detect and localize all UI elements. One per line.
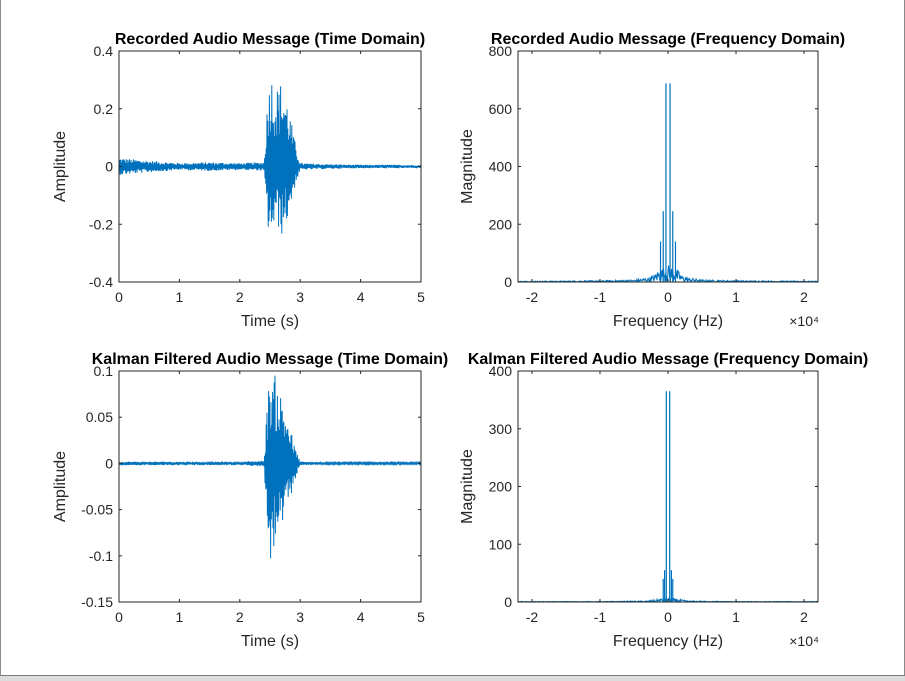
x-tick-label: -1 (594, 609, 607, 625)
y-tick-label: 0 (105, 159, 113, 175)
y-tick-label: 400 (489, 363, 513, 379)
signal-trace (518, 83, 818, 282)
x-tick-label: 1 (176, 289, 184, 305)
y-tick-label: 0 (105, 455, 113, 471)
x-axis-label: Frequency (Hz) (613, 313, 723, 330)
x-tick-label: 5 (417, 609, 425, 625)
x-exponent-label: ×10⁴ (789, 313, 819, 329)
x-tick-label: 3 (296, 289, 304, 305)
x-tick-label: -1 (594, 289, 607, 305)
x-tick-label: 3 (296, 609, 304, 625)
x-tick-label: 4 (357, 289, 365, 305)
x-tick-label: 2 (236, 289, 244, 305)
x-tick-label: 1 (176, 609, 184, 625)
x-axis-label: Time (s) (241, 633, 299, 650)
y-tick-label: 200 (489, 479, 513, 495)
subplot-1: 0 1 2 3 4 5 -0.4 -0.2 0 0.2 0.4 Time (s) Amplitude Re… (52, 31, 425, 330)
x-tick-label: 4 (357, 609, 365, 625)
y-tick-label: 0.2 (94, 101, 114, 117)
x-axis-label: Time (s) (241, 313, 299, 330)
y-tick-label: 0.05 (86, 409, 113, 425)
y-tick-label: 0.1 (94, 363, 114, 379)
subplot-title: Kalman Filtered Audio Message (Frequency… (468, 351, 868, 368)
y-tick-label: 100 (489, 536, 513, 552)
x-axis-label: Frequency (Hz) (613, 633, 723, 650)
x-tick-label: -2 (526, 289, 539, 305)
subplot-3: 0 1 2 3 4 5 -0.15 -0.1 -0.05 0 0.05 0.1 Time (s) Ampl… (52, 351, 448, 650)
y-axis-label: Amplitude (52, 451, 69, 522)
y-tick-label: -0.05 (81, 502, 113, 518)
y-tick-label: -0.1 (89, 548, 113, 564)
axes-box (517, 50, 819, 283)
x-tick-label: 0 (115, 609, 123, 625)
x-tick-label: 0 (115, 289, 123, 305)
x-tick-label: 0 (664, 289, 672, 305)
axes-box (118, 370, 422, 603)
y-axis-label: Amplitude (52, 131, 69, 202)
y-tick-label: 400 (489, 159, 513, 175)
x-tick-label: 2 (236, 609, 244, 625)
y-tick-label: 0 (504, 274, 512, 290)
y-axis-label: Magnitude (459, 449, 476, 524)
x-tick-label: -2 (526, 609, 539, 625)
x-tick-label: 1 (732, 289, 740, 305)
signal-trace (119, 375, 421, 559)
signal-trace (518, 391, 818, 602)
y-tick-label: 300 (489, 421, 513, 437)
y-tick-label: -0.2 (89, 216, 113, 232)
x-tick-label: 2 (800, 289, 808, 305)
x-tick-label: 2 (800, 609, 808, 625)
y-tick-label: 0.4 (94, 43, 114, 59)
window-bottom-edge (0, 675, 905, 681)
signal-trace (119, 85, 421, 234)
subplot-2: -2 -1 0 1 2 0 200 400 600 800 Frequency (Hz) Magnit… (459, 31, 845, 330)
x-tick-label: 1 (732, 609, 740, 625)
y-tick-label: 200 (489, 216, 513, 232)
y-tick-label: -0.4 (89, 274, 113, 290)
signal-line (119, 375, 421, 559)
subplot-title: Recorded Audio Message (Time Domain) (115, 31, 425, 48)
x-tick-label: 5 (417, 289, 425, 305)
subplot-4: -2 -1 0 1 2 0 100 200 300 400 Frequency (Hz) Magnit… (459, 351, 868, 650)
axes-box (517, 370, 819, 603)
subplot-title: Recorded Audio Message (Frequency Domain… (491, 31, 845, 48)
signal-line (119, 85, 421, 234)
x-tick-label: 0 (664, 609, 672, 625)
y-axis-label: Magnitude (459, 129, 476, 204)
y-tick-label: 600 (489, 101, 513, 117)
y-tick-label: -0.15 (81, 594, 113, 610)
y-tick-label: 0 (504, 594, 512, 610)
subplot-title: Kalman Filtered Audio Message (Time Doma… (92, 351, 449, 368)
x-exponent-label: ×10⁴ (789, 633, 819, 649)
y-tick-label: 800 (489, 43, 513, 59)
